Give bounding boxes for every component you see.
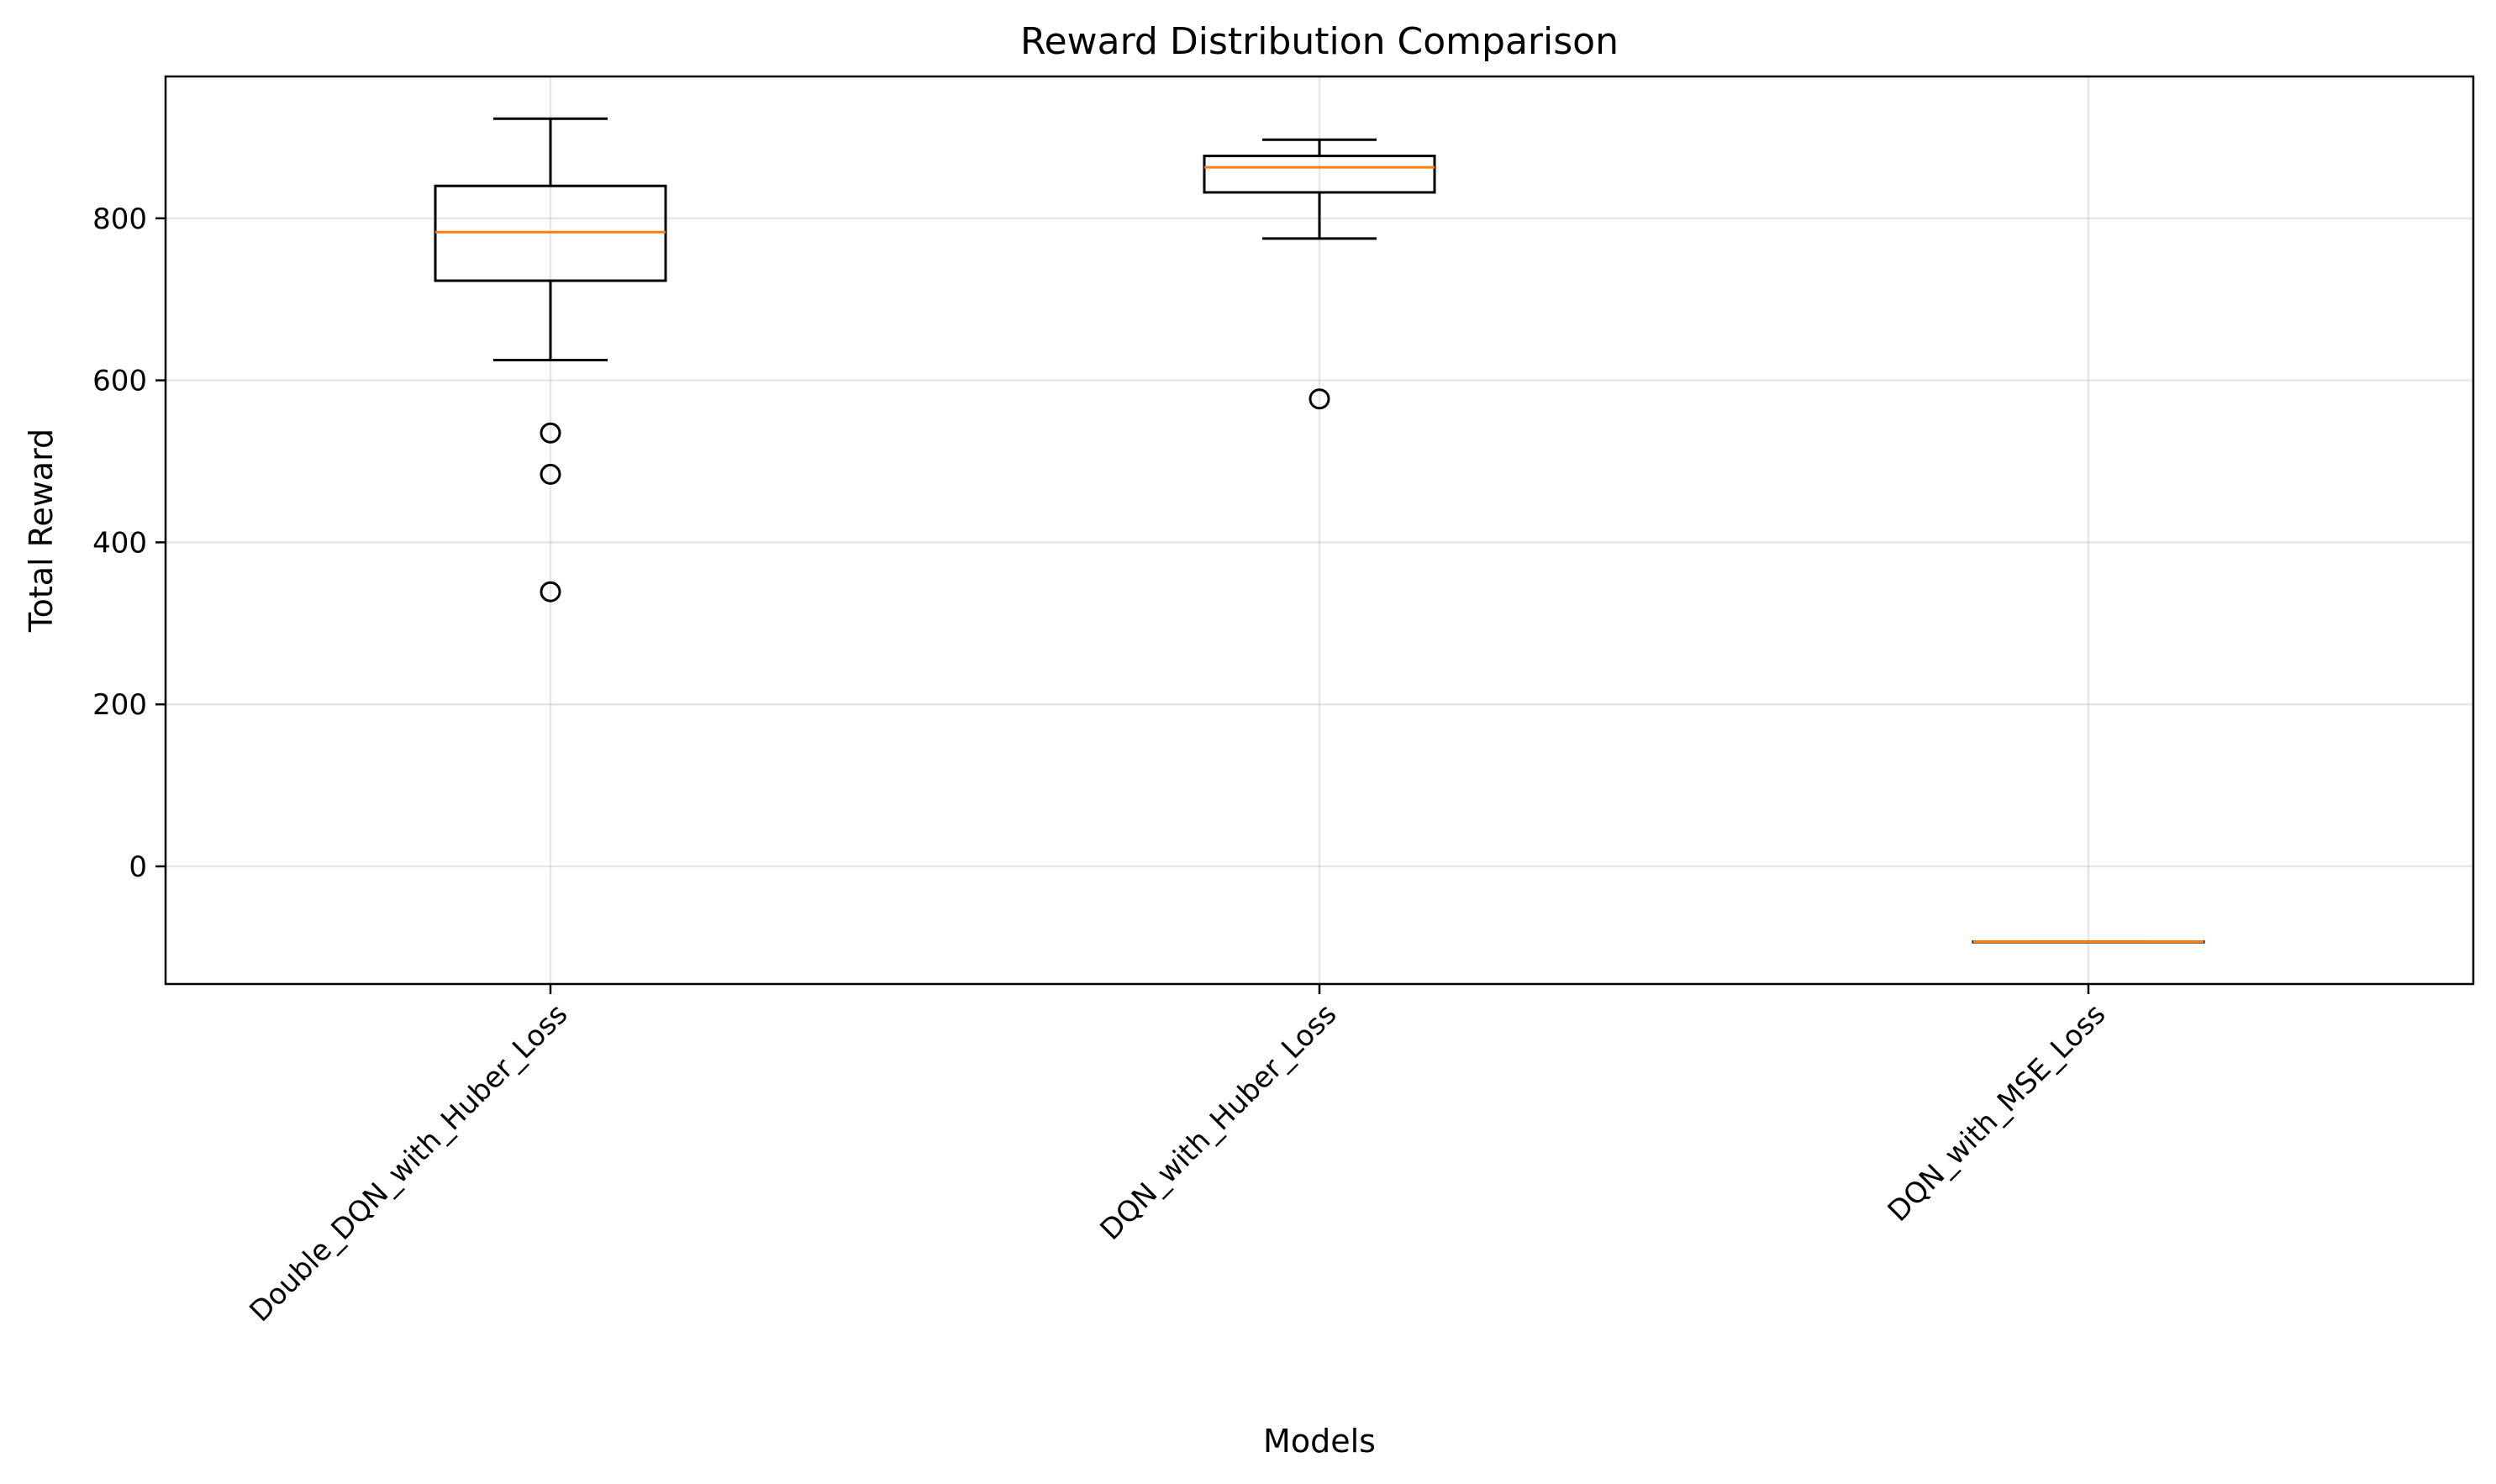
outlier-point: [540, 463, 561, 485]
iqr-box: [1203, 155, 1436, 194]
outlier-point: [1309, 388, 1330, 410]
y-axis-ticks: 0 200 400 600 800: [92, 203, 166, 884]
x-tick-label: DQN_with_Huber_Loss: [1094, 997, 1344, 1247]
y-axis-label: Total Reward: [23, 429, 60, 633]
x-axis-ticks: Double_DQN_with_Huber_Loss DQN_with_Huber…: [243, 984, 2112, 1329]
y-tick-label: 200: [92, 688, 147, 722]
y-tick-label: 600: [92, 365, 147, 398]
x-axis-label: Models: [1263, 1423, 1376, 1460]
box-group: [1972, 940, 2205, 944]
x-tick-label: Double_DQN_with_Huber_Loss: [243, 997, 574, 1329]
chart-title: Reward Distribution Comparison: [1020, 20, 1619, 63]
boxes: [434, 117, 2205, 944]
box-group: [434, 117, 667, 603]
y-tick-label: 0: [129, 850, 147, 884]
y-tick-label: 400: [92, 526, 147, 560]
outlier-point: [540, 581, 561, 603]
y-tick-label: 800: [92, 203, 147, 236]
outlier-point: [540, 422, 561, 444]
x-tick-label: DQN_with_MSE_Loss: [1882, 997, 2113, 1229]
box-group: [1203, 138, 1436, 410]
